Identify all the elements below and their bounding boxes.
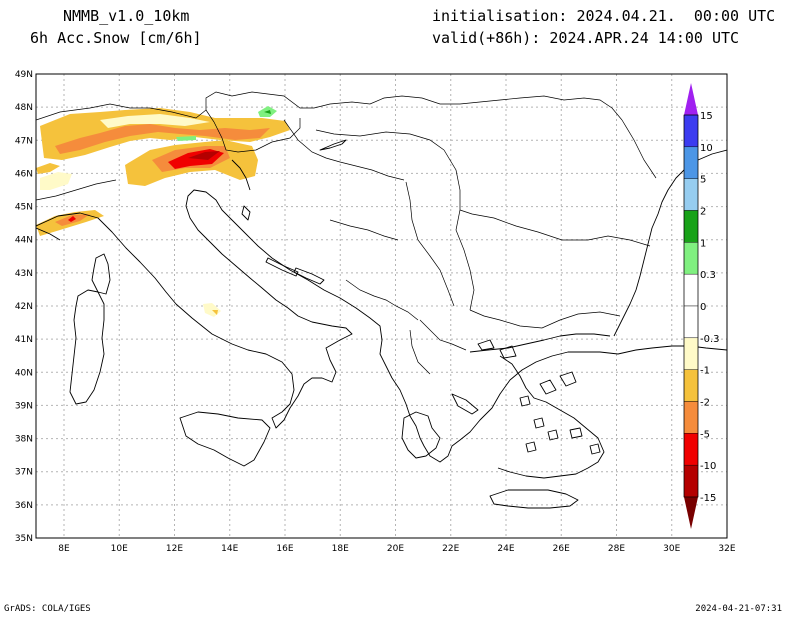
latitude-labels: 49N 48N 47N 46N 45N 44N 43N 42N 41N 40N 39N 38N 37N 3… xyxy=(15,70,33,544)
colorbar-segment xyxy=(683,178,699,211)
lon-label: 18E xyxy=(332,544,349,554)
lon-label: 22E xyxy=(442,544,459,554)
lon-label: 20E xyxy=(387,544,404,554)
valid-time: valid(+86h): 2024.APR.24 14:00 UTC xyxy=(432,29,740,47)
colorbar-segment xyxy=(683,369,699,402)
lon-label: 30E xyxy=(663,544,680,554)
colorbar-label: -15 xyxy=(700,493,716,504)
lat-label: 40N xyxy=(15,368,33,378)
colorbar-segment xyxy=(683,401,699,434)
lat-label: 41N xyxy=(15,335,33,345)
lat-label: 46N xyxy=(15,169,33,179)
colorbar-segment xyxy=(683,305,699,339)
country-borders xyxy=(36,91,657,375)
footer-timestamp: 2024-04-21-07:31 xyxy=(695,604,782,614)
lat-label: 38N xyxy=(15,435,33,445)
longitude-labels: 8E 10E 12E 14E 16E 18E 20E 22E 24E 26E 28E 30E 32E xyxy=(58,544,736,554)
lat-label: 35N xyxy=(15,534,33,544)
lat-label: 43N xyxy=(15,269,33,279)
lat-label: 37N xyxy=(15,468,33,478)
init-time: initialisation: 2024.04.21. 00:00 UTC xyxy=(432,7,776,25)
lon-label: 24E xyxy=(497,544,514,554)
lon-label: 8E xyxy=(58,544,70,554)
colorbar-label: 0 xyxy=(700,302,706,313)
colorbar-segment xyxy=(683,242,699,275)
snow-shading xyxy=(36,106,290,317)
lon-label: 32E xyxy=(718,544,735,554)
lat-label: 47N xyxy=(15,136,33,146)
map-frame xyxy=(35,73,728,539)
colorbar-label: 1 xyxy=(700,238,706,249)
field-title: 6h Acc.Snow [cm/6h] xyxy=(30,29,202,47)
footer-software: GrADS: COLA/IGES xyxy=(4,604,91,614)
colorbar-bottom-arrow xyxy=(684,497,698,529)
lat-label: 48N xyxy=(15,103,33,113)
coastlines xyxy=(36,139,727,509)
lon-label: 14E xyxy=(221,544,238,554)
colorbar-label: -10 xyxy=(700,461,716,472)
colorbar-legend: 15 10 5 2 1 0.3 0 -0.3 -1 -2 -5 -10 -15 xyxy=(683,83,720,529)
colorbar-label: -0.3 xyxy=(700,334,720,345)
lon-label: 28E xyxy=(608,544,625,554)
colorbar-label: -1 xyxy=(700,366,710,377)
colorbar-label: 15 xyxy=(700,111,713,122)
lat-label: 36N xyxy=(15,501,33,511)
lat-label: 39N xyxy=(15,401,33,411)
map-grid xyxy=(36,74,727,538)
colorbar-segment xyxy=(683,433,699,466)
lon-label: 16E xyxy=(276,544,293,554)
colorbar-top-arrow xyxy=(684,83,698,115)
lon-label: 10E xyxy=(111,544,128,554)
lon-label: 12E xyxy=(166,544,183,554)
model-title: NMMB_v1.0_10km xyxy=(63,7,190,25)
colorbar-segment xyxy=(683,464,699,498)
lon-label: 26E xyxy=(553,544,570,554)
colorbar-segment xyxy=(683,114,699,148)
colorbar-segment xyxy=(683,146,699,179)
colorbar-label: 0.3 xyxy=(700,270,716,281)
lat-label: 49N xyxy=(15,70,33,80)
lat-label: 42N xyxy=(15,302,33,312)
colorbar-label: 5 xyxy=(700,175,706,186)
colorbar-outline xyxy=(683,114,699,498)
colorbar-label: -5 xyxy=(700,429,710,440)
lat-label: 45N xyxy=(15,203,33,213)
colorbar-segment xyxy=(683,337,699,370)
colorbar-label: -2 xyxy=(700,398,710,409)
colorbar-segment xyxy=(683,210,699,243)
colorbar-label: 2 xyxy=(700,207,706,218)
colorbar-segment xyxy=(683,273,699,307)
lat-label: 44N xyxy=(15,236,33,246)
colorbar-label: 10 xyxy=(700,143,713,154)
